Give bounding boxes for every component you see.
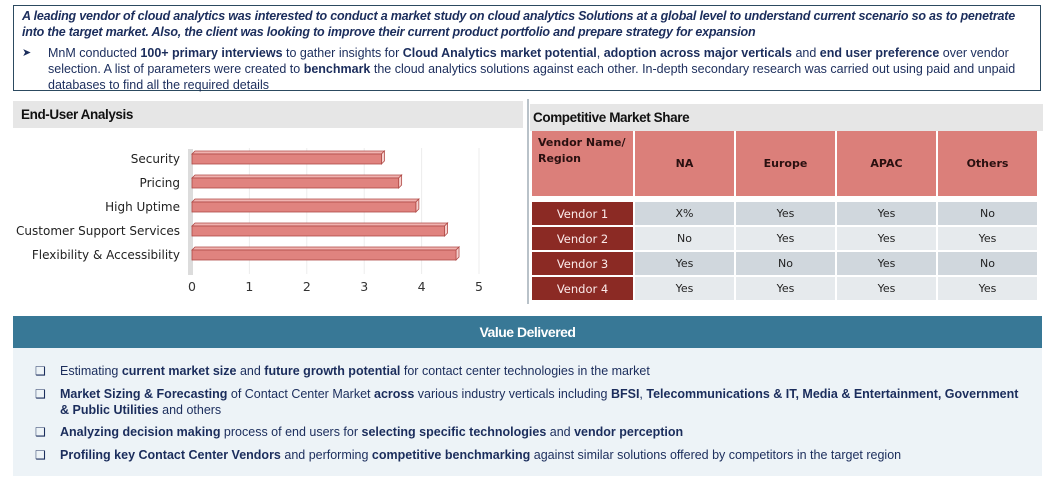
region-value-cell: Yes <box>736 227 835 250</box>
region-value-cell: Yes <box>837 252 936 275</box>
bar-top-face <box>191 198 420 203</box>
table-row: Vendor 1 X% Yes Yes No <box>532 202 1037 225</box>
table-row: Vendor 2 No Yes Yes Yes <box>532 227 1037 250</box>
header-apac: APAC <box>837 131 936 196</box>
region-value-cell: Yes <box>635 252 734 275</box>
table-header-row: Vendor Name/ Region NA Europe APAC Other… <box>532 131 1037 196</box>
market-share-table: Vendor Name/ Region NA Europe APAC Other… <box>530 129 1039 302</box>
region-value-cell: No <box>736 252 835 275</box>
region-value-cell: X% <box>635 202 734 225</box>
vendor-name-cell: Vendor 1 <box>532 202 633 225</box>
region-value-cell: Yes <box>837 227 936 250</box>
region-value-cell: Yes <box>938 277 1037 300</box>
category-label: Security <box>131 152 180 166</box>
vendor-name-cell: Vendor 3 <box>532 252 633 275</box>
x-tick-label: 5 <box>475 279 483 294</box>
table-row: Vendor 3 Yes No Yes No <box>532 252 1037 275</box>
region-value-cell: No <box>635 227 734 250</box>
x-tick-label: 2 <box>303 279 311 294</box>
table-row: Vendor 4 Yes Yes Yes Yes <box>532 277 1037 300</box>
chart-canvas: Security Pricing High Uptime Customer Suppo… <box>16 148 483 294</box>
category-label: Customer Support Services <box>16 224 180 238</box>
value-item: ❑ Profiling key Contact Center Vendors a… <box>35 447 1025 463</box>
bar-security <box>191 153 382 165</box>
region-value-cell: Yes <box>837 277 936 300</box>
x-tick-label: 3 <box>360 279 368 294</box>
vendor-name-cell: Vendor 4 <box>532 277 633 300</box>
value-item-text: Profiling key Contact Center Vendors and… <box>60 448 902 462</box>
region-value-cell: Yes <box>635 277 734 300</box>
x-tick-label: 0 <box>188 279 196 294</box>
bar-flexibility-accessibility <box>191 249 457 261</box>
header-others: Others <box>938 131 1037 196</box>
region-value-cell: Yes <box>938 227 1037 250</box>
intro-bullet-text: MnM conducted 100+ primary interviews to… <box>48 46 1016 92</box>
bar-high-uptime <box>191 201 417 213</box>
value-item: ❑ Market Sizing & Forecasting of Contact… <box>35 386 1025 418</box>
bar-pricing <box>191 177 400 189</box>
region-value-cell: Yes <box>837 202 936 225</box>
x-tick-label: 1 <box>245 279 253 294</box>
end-user-analysis-title: End-User Analysis <box>13 101 523 128</box>
category-label: Pricing <box>140 176 180 190</box>
intro-lead-text: A leading vendor of cloud analytics was … <box>22 9 1015 39</box>
end-user-bar-chart: Security Pricing High Uptime Customer Suppo… <box>13 130 523 305</box>
value-item-text: Market Sizing & Forecasting of Contact C… <box>60 387 1019 417</box>
header-vendor-region: Vendor Name/ Region <box>532 131 633 196</box>
checkbox-bullet-icon: ❑ <box>35 425 46 439</box>
bar-top-face <box>191 150 386 155</box>
value-delivered-body: ❑ Estimating current market size and fut… <box>13 348 1042 476</box>
checkbox-bullet-icon: ❑ <box>35 448 46 462</box>
x-tick-label: 4 <box>418 279 426 294</box>
category-label: Flexibility & Accessibility <box>32 248 180 262</box>
bar-top-face <box>191 222 449 227</box>
value-item: ❑ Estimating current market size and fut… <box>35 363 1025 379</box>
bar-customer-support-services <box>191 225 445 237</box>
intro-bullet: ➤ MnM conducted 100+ primary interviews … <box>22 45 1032 93</box>
intro-box: A leading vendor of cloud analytics was … <box>13 5 1041 93</box>
competitive-market-share-title: Competitive Market Share <box>530 104 1043 131</box>
region-value-cell: Yes <box>736 202 835 225</box>
panel-divider <box>527 99 529 304</box>
category-label: High Uptime <box>105 200 180 214</box>
value-item-text: Analyzing decision making process of end… <box>60 425 684 439</box>
header-europe: Europe <box>736 131 835 196</box>
region-value-cell: No <box>938 202 1037 225</box>
bar-top-face <box>191 246 461 251</box>
value-delivered-title: Value Delivered <box>13 316 1042 348</box>
value-item: ❑ Analyzing decision making process of e… <box>35 424 1025 440</box>
checkbox-bullet-icon: ❑ <box>35 387 46 401</box>
checkbox-bullet-icon: ❑ <box>35 364 46 378</box>
region-value-cell: No <box>938 252 1037 275</box>
bar-top-face <box>191 174 403 179</box>
region-value-cell: Yes <box>736 277 835 300</box>
vendor-name-cell: Vendor 2 <box>532 227 633 250</box>
arrow-bullet-icon: ➤ <box>22 47 32 59</box>
header-na: NA <box>635 131 734 196</box>
value-item-text: Estimating current market size and futur… <box>60 364 650 378</box>
chart-axis-wall <box>188 149 193 275</box>
